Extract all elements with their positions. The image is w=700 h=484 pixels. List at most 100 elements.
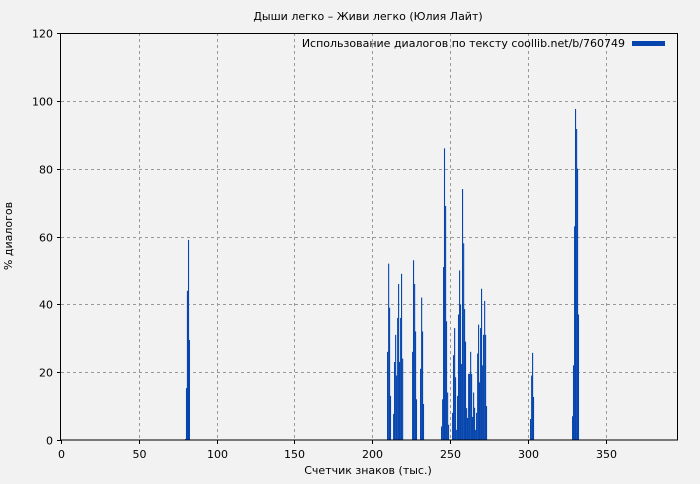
plot-frame (60, 33, 678, 441)
bar (478, 382, 481, 440)
bar (574, 108, 577, 440)
bar (456, 429, 458, 440)
bar (576, 128, 578, 441)
bar (572, 416, 574, 440)
bar (459, 270, 461, 440)
bar (484, 300, 486, 440)
bar (402, 358, 404, 440)
bar (188, 339, 191, 440)
x-axis-label: Счетчик знаков (тыс.) (304, 464, 432, 477)
y-tick-label: 0 (46, 435, 53, 448)
x-tick-label: 100 (207, 448, 228, 461)
bar (481, 288, 483, 440)
bar (185, 388, 188, 440)
bar (473, 392, 475, 440)
bar (442, 399, 444, 440)
bar (445, 321, 448, 440)
y-axis-label: % диалогов (2, 202, 15, 270)
bar (532, 352, 534, 440)
bar (457, 395, 459, 440)
legend-label: Использование диалогов по тексту coollib… (302, 37, 625, 50)
grid (61, 33, 678, 440)
bar (455, 377, 457, 440)
x-tick-label: 350 (596, 448, 617, 461)
y-tick-label: 120 (32, 28, 53, 41)
bar (470, 351, 472, 440)
x-tick-label: 250 (440, 448, 461, 461)
bar (477, 353, 479, 440)
bar (412, 260, 415, 440)
bar (443, 267, 445, 440)
bar (187, 239, 190, 440)
bar (577, 168, 579, 441)
bar (452, 355, 455, 440)
x-tick-label: 150 (284, 448, 305, 461)
bar (485, 334, 487, 440)
bar (398, 283, 400, 440)
legend: Использование диалогов по тексту coollib… (302, 37, 665, 50)
bar (457, 314, 460, 440)
bar (577, 314, 580, 440)
y-tick-label: 60 (39, 232, 53, 245)
bar (394, 361, 396, 440)
bar (422, 404, 425, 440)
y-tick-label: 80 (39, 164, 53, 177)
bar (482, 365, 484, 440)
ticks: 0 50 100 150 200 250 300 350 0 20 40 60 80 100 120 (32, 28, 617, 462)
bar (466, 408, 468, 440)
bar (471, 416, 474, 440)
chart-title: Дыши легко – Живи легко (Юлия Лайт) (253, 10, 482, 23)
bar (464, 309, 466, 440)
bar (389, 307, 391, 440)
bar (531, 375, 533, 440)
bar (476, 412, 478, 440)
x-tick-label: 0 (58, 448, 65, 461)
bar (420, 368, 422, 440)
y-tick-label: 100 (32, 96, 53, 109)
bar (395, 334, 397, 440)
bar (574, 226, 576, 440)
bar (461, 364, 463, 440)
bar (478, 324, 480, 440)
bar (415, 331, 417, 440)
bar (480, 328, 482, 440)
bar (421, 297, 423, 440)
y-tick-label: 40 (39, 299, 53, 312)
bar (452, 412, 454, 440)
bar (400, 317, 402, 440)
bar (422, 331, 424, 440)
bar (532, 396, 535, 440)
bar (398, 361, 401, 440)
bar (469, 373, 471, 440)
bar (447, 392, 449, 440)
bar (397, 317, 399, 440)
bar (389, 395, 392, 440)
bar (414, 283, 416, 440)
bar (441, 426, 443, 440)
x-tick-label: 50 (133, 448, 147, 461)
bar (396, 375, 398, 440)
x-tick-label: 300 (518, 448, 539, 461)
bar (530, 418, 532, 440)
bar (401, 273, 403, 440)
bar (388, 263, 390, 440)
bar (443, 148, 446, 440)
bar (464, 341, 467, 440)
bar (475, 429, 477, 440)
bar (412, 351, 414, 440)
bar (459, 304, 462, 440)
x-tick-label: 200 (362, 448, 383, 461)
bars (185, 108, 580, 441)
bar (185, 438, 187, 440)
bar (415, 399, 418, 440)
bar (485, 406, 488, 440)
bar (448, 424, 450, 440)
bar (462, 189, 464, 440)
bar (471, 373, 473, 440)
bar (454, 328, 456, 440)
bar (466, 417, 469, 440)
bar (463, 243, 465, 440)
bar (393, 413, 395, 440)
